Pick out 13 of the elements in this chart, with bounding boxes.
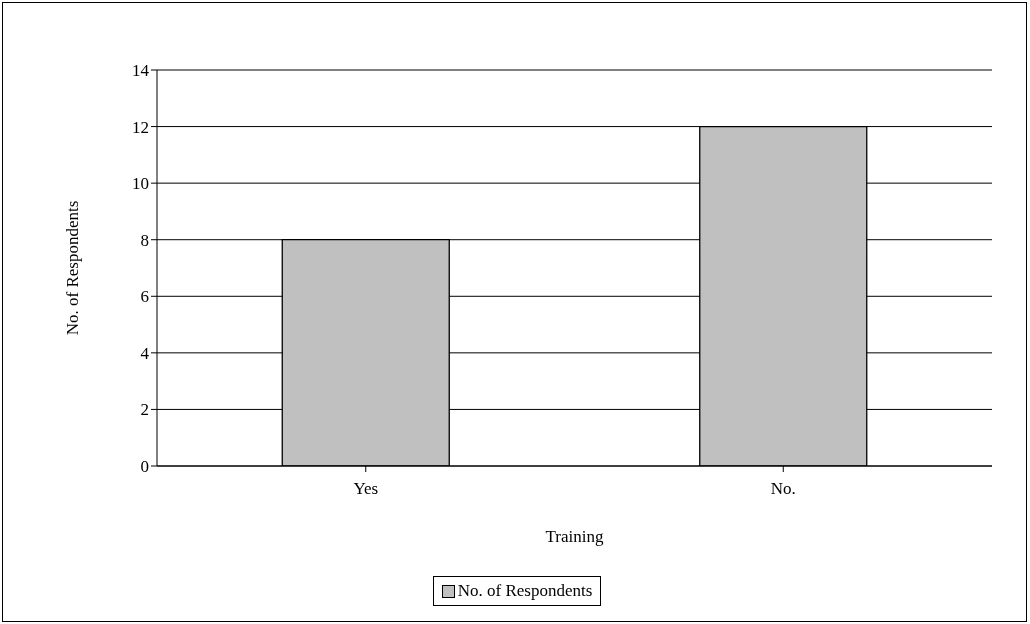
x-tick-label: No.: [770, 479, 796, 499]
y-tick-label: 10: [132, 174, 149, 194]
x-axis-title: Training: [545, 527, 604, 547]
y-tick-label: 2: [140, 400, 149, 420]
y-tick-label: 14: [132, 61, 150, 81]
y-axis-title: No. of Respondents: [63, 200, 83, 336]
y-tick-label: 12: [132, 117, 149, 137]
y-tick-label: 4: [140, 343, 150, 363]
y-tick-label: 6: [140, 287, 149, 307]
x-tick-label: Yes: [353, 479, 379, 499]
legend-label: No. of Respondents: [456, 581, 593, 601]
y-tick-label: 8: [140, 230, 149, 250]
y-tick-label: 0: [140, 457, 149, 477]
